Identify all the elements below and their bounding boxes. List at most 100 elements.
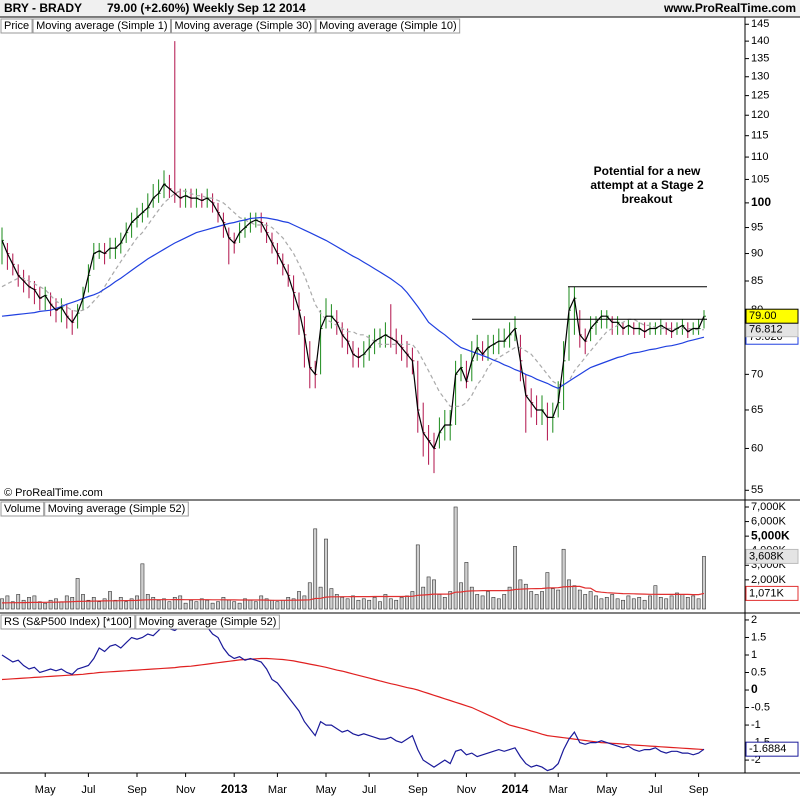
- volume-bar: [216, 601, 220, 610]
- ticker: BRY - BRADY: [4, 1, 82, 15]
- y-tick-label: 145: [751, 18, 769, 30]
- volume-bar: [648, 595, 652, 610]
- x-tick-label: Jul: [81, 784, 95, 796]
- volume-bar: [459, 582, 463, 610]
- legend-entry: RS (S&P500 Index) [*100]: [4, 616, 132, 628]
- volume-bar: [129, 598, 134, 610]
- volume-bar: [550, 588, 555, 610]
- volume-bar: [437, 594, 442, 610]
- series-line: [1, 216, 705, 389]
- series-line: [1, 183, 705, 450]
- volume-bar: [361, 598, 366, 610]
- volume-bar: [513, 546, 517, 610]
- volume-bar: [599, 598, 604, 610]
- volume-bar: [194, 601, 199, 610]
- volume-bar: [475, 594, 480, 610]
- volume-bar: [394, 599, 399, 610]
- volume-bar: [286, 597, 291, 610]
- volume-bar: [556, 589, 561, 610]
- legend-box: [32, 18, 172, 34]
- y-tick-label: 55: [751, 484, 763, 496]
- legend-entry: Moving average (Simple 52): [48, 503, 186, 515]
- volume-bar: [653, 585, 658, 610]
- volume-bar: [696, 598, 701, 610]
- volume-bar: [145, 594, 150, 610]
- volume-bar: [248, 599, 253, 610]
- volume-bar: [162, 598, 166, 610]
- volume-bar: [243, 598, 247, 610]
- volume-bar: [421, 586, 426, 610]
- legend-entry: Moving average (Simple 10): [319, 20, 457, 32]
- volume-bar: [610, 594, 615, 610]
- y-tick-label: -2: [751, 754, 761, 766]
- volume-bar: [151, 597, 156, 610]
- volume-bar: [702, 556, 706, 610]
- volume-bar: [270, 599, 274, 610]
- value-tag-label: 76.812: [749, 324, 783, 336]
- volume-bar: [631, 598, 636, 610]
- y-tick-label: 115: [751, 130, 769, 142]
- volume-bar: [388, 598, 393, 610]
- y-tick-label: 0: [751, 682, 758, 696]
- x-tick-label: Nov: [176, 784, 196, 796]
- legend-entry: Volume: [4, 503, 41, 515]
- volume-bar: [70, 597, 75, 610]
- volume-bar: [405, 595, 409, 610]
- volume-bar: [626, 595, 631, 610]
- volume-bar: [664, 598, 669, 610]
- volume-bar: [453, 506, 458, 610]
- volume-bar: [594, 595, 598, 610]
- volume-bar: [340, 597, 345, 610]
- volume-bar: [275, 601, 280, 610]
- volume-bar: [685, 597, 690, 610]
- y-tick-label: 2,000K: [751, 574, 787, 586]
- legend-box: [0, 501, 45, 517]
- y-tick-label: 140: [751, 35, 769, 47]
- volume-bar: [415, 544, 420, 610]
- volume-bar: [658, 597, 663, 610]
- value-tag: [745, 308, 799, 324]
- quote: 79.00 (+2.60%): [107, 1, 189, 15]
- volume-bar: [253, 601, 258, 610]
- volume-bar: [399, 597, 404, 610]
- y-tick-label: 65: [751, 404, 763, 416]
- volume-bar: [135, 595, 139, 610]
- volume-bar: [205, 599, 210, 610]
- legend-entry: Moving average (Simple 52): [139, 616, 277, 628]
- y-tick-label: 6,000K: [751, 515, 787, 527]
- copyright: © ProRealTime.com: [4, 487, 103, 499]
- legend-box: [315, 18, 461, 34]
- volume-bar: [486, 591, 490, 610]
- volume-bar: [189, 599, 193, 610]
- volume-bar: [329, 588, 334, 610]
- volume-bar: [237, 602, 242, 610]
- annotation: attempt at a Stage 2: [590, 178, 704, 192]
- value-tag-label: 3,608K: [749, 550, 785, 562]
- x-tick-label: 2013: [221, 782, 248, 796]
- y-tick-label: 70: [751, 368, 763, 380]
- volume-bar: [324, 538, 328, 610]
- y-tick-label: 90: [751, 247, 763, 259]
- volume-bar: [469, 586, 474, 610]
- volume-bar: [675, 592, 679, 610]
- y-tick-label: 110: [751, 151, 769, 163]
- y-tick-label: 100: [751, 195, 771, 209]
- y-tick-label: 125: [751, 90, 769, 102]
- volume-bar: [259, 595, 264, 610]
- volume-bar: [356, 599, 361, 610]
- volume-bar: [426, 576, 431, 610]
- volume-bar: [167, 601, 172, 610]
- series-line: [1, 190, 705, 407]
- volume-bar: [637, 597, 642, 610]
- volume-bar: [27, 597, 31, 610]
- volume-bar: [91, 597, 96, 610]
- y-tick-label: 1: [751, 649, 757, 661]
- volume-bar: [172, 597, 177, 610]
- volume-bar: [502, 594, 507, 610]
- header-bar: [0, 0, 800, 17]
- y-tick-label: 2: [751, 614, 757, 626]
- volume-bar: [669, 595, 674, 610]
- volume-bar: [178, 595, 183, 610]
- legend-entry: Moving average (Simple 30): [175, 20, 313, 32]
- volume-bar: [183, 602, 188, 610]
